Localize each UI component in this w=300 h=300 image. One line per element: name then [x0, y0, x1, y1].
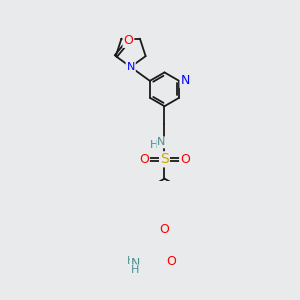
- Text: O: O: [166, 255, 176, 268]
- Text: H: H: [127, 256, 135, 266]
- Text: O: O: [124, 34, 134, 47]
- Text: N: N: [127, 62, 135, 72]
- Text: N: N: [157, 137, 166, 147]
- Text: O: O: [160, 223, 170, 236]
- Text: O: O: [180, 153, 190, 166]
- Text: H: H: [149, 140, 158, 150]
- Text: N: N: [131, 256, 140, 270]
- Text: O: O: [139, 153, 149, 166]
- Text: N: N: [181, 74, 190, 87]
- Text: S: S: [160, 152, 169, 166]
- Text: H: H: [131, 266, 140, 275]
